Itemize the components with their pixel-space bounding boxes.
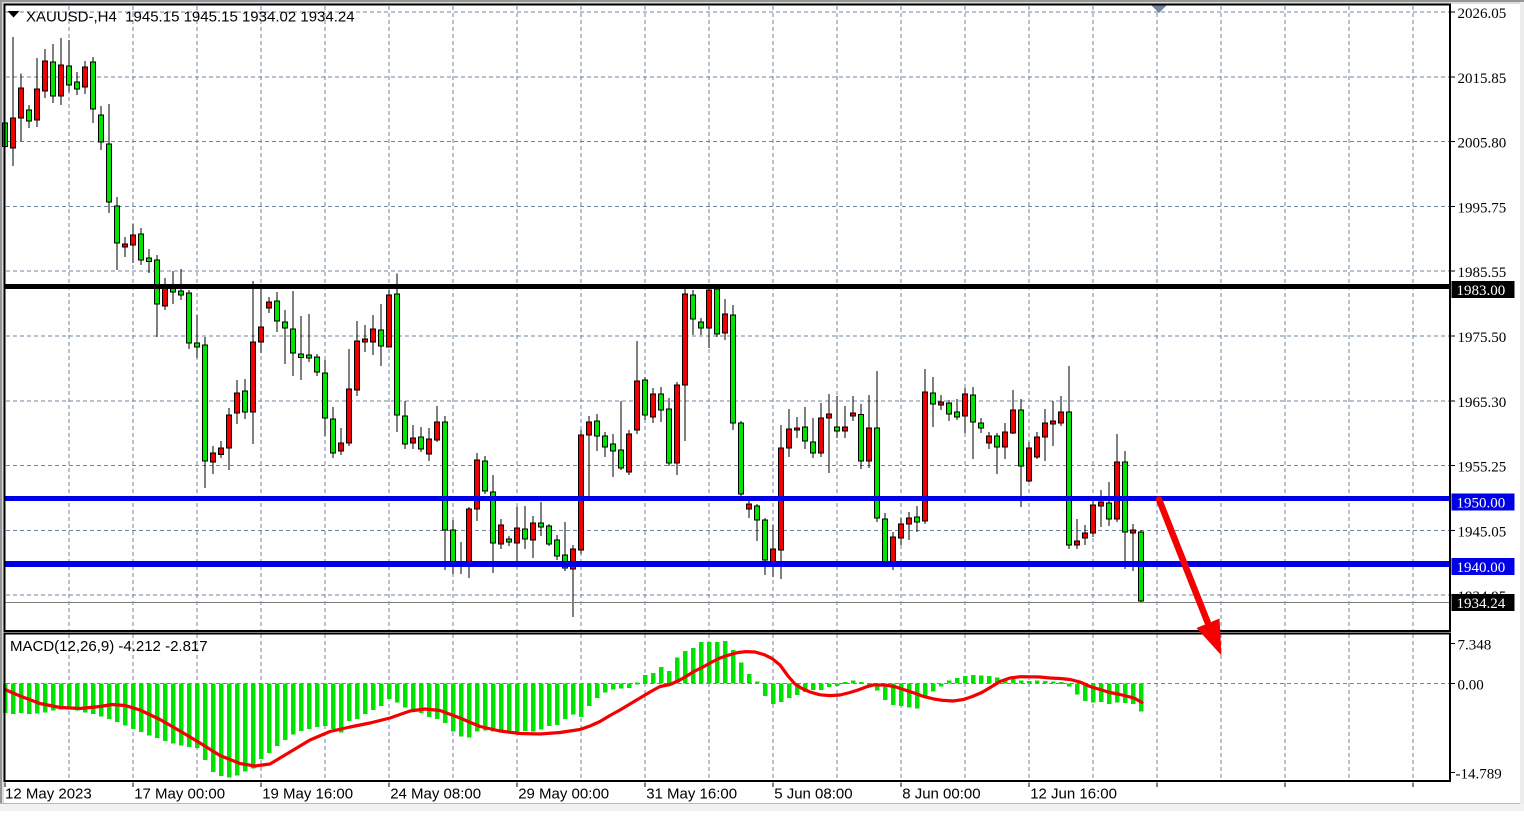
svg-text:1934.24: 1934.24 xyxy=(1457,596,1506,612)
svg-text:31 May 16:00: 31 May 16:00 xyxy=(646,786,737,803)
svg-text:1965.30: 1965.30 xyxy=(1458,395,1507,411)
svg-text:2015.85: 2015.85 xyxy=(1458,71,1507,87)
svg-text:1950.00: 1950.00 xyxy=(1457,496,1506,512)
svg-text:-14.789: -14.789 xyxy=(1456,767,1502,783)
svg-text:29 May 00:00: 29 May 00:00 xyxy=(518,786,609,803)
svg-text:12 Jun 16:00: 12 Jun 16:00 xyxy=(1030,786,1117,803)
svg-text:24 May 08:00: 24 May 08:00 xyxy=(390,786,481,803)
svg-text:1975.50: 1975.50 xyxy=(1458,330,1507,346)
svg-text:0.00: 0.00 xyxy=(1458,678,1484,694)
svg-text:1955.25: 1955.25 xyxy=(1458,460,1507,476)
svg-text:2026.05: 2026.05 xyxy=(1458,6,1507,22)
svg-text:8 Jun 00:00: 8 Jun 00:00 xyxy=(902,786,980,803)
svg-text:1945.05: 1945.05 xyxy=(1458,524,1507,540)
svg-text:7.348: 7.348 xyxy=(1458,638,1492,654)
svg-text:5 Jun 08:00: 5 Jun 08:00 xyxy=(774,786,852,803)
svg-text:17 May 00:00: 17 May 00:00 xyxy=(134,786,225,803)
svg-text:19 May 16:00: 19 May 16:00 xyxy=(262,786,353,803)
svg-text:1995.75: 1995.75 xyxy=(1458,200,1507,216)
svg-text:12 May 2023: 12 May 2023 xyxy=(5,786,92,803)
svg-text:XAUUSD-,H4 1945.15 1945.15 19: XAUUSD-,H4 1945.15 1945.15 1934.02 1934.… xyxy=(26,9,355,26)
svg-text:MACD(12,26,9) -4.212 -2.817: MACD(12,26,9) -4.212 -2.817 xyxy=(10,638,208,655)
svg-text:2005.80: 2005.80 xyxy=(1458,136,1507,152)
svg-text:1985.55: 1985.55 xyxy=(1458,265,1507,281)
svg-text:1940.00: 1940.00 xyxy=(1457,560,1506,576)
svg-text:1983.00: 1983.00 xyxy=(1457,283,1506,299)
